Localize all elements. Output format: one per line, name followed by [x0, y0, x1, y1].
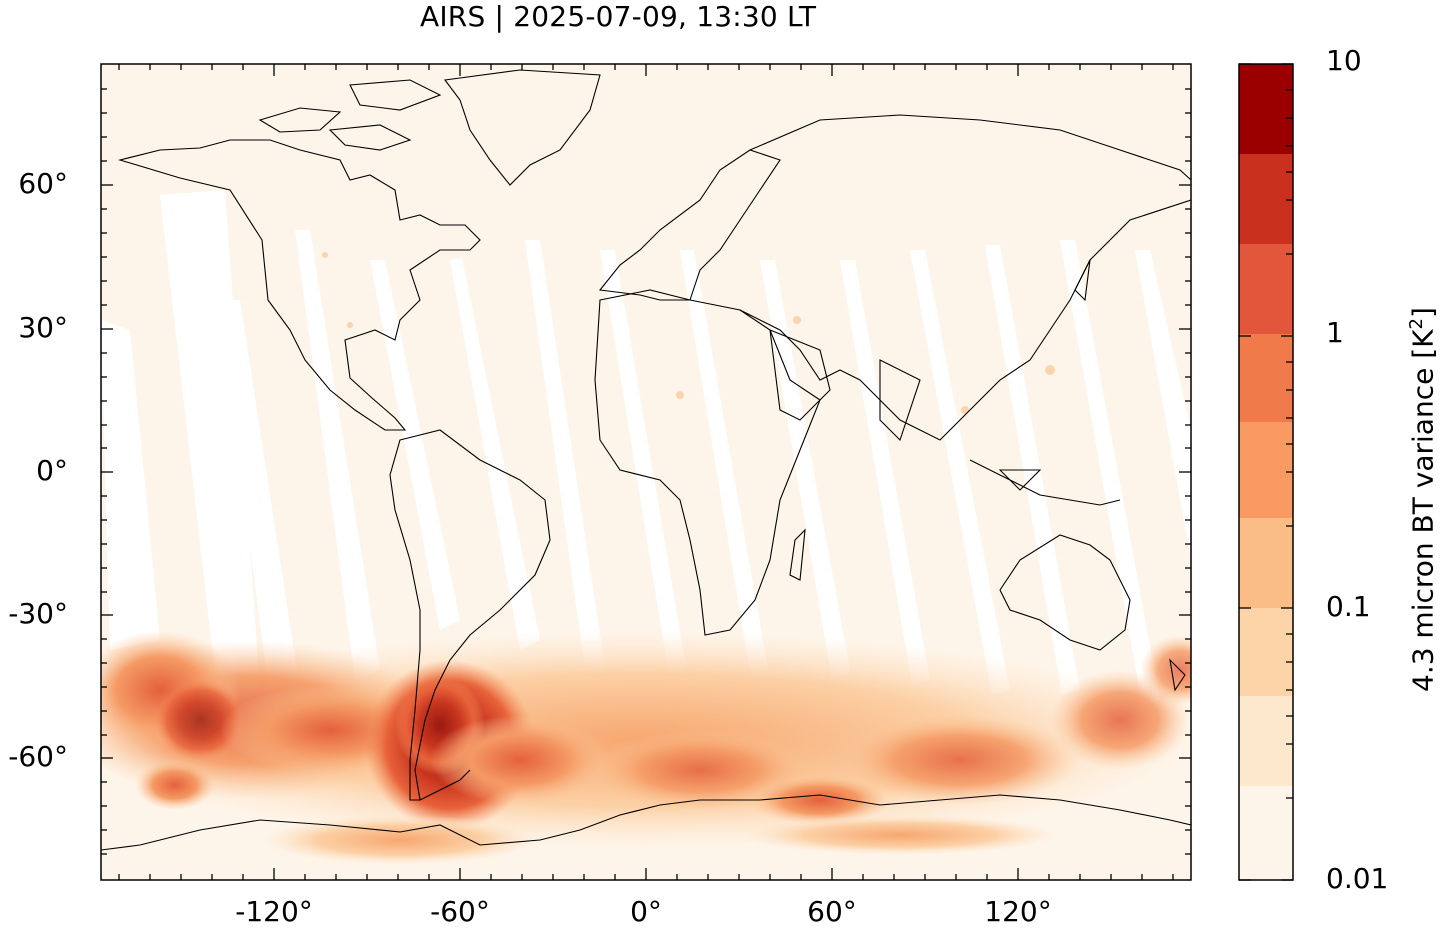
colorbar-title: 4.3 micron BT variance [K2] — [1406, 307, 1439, 692]
colorbar-band-3 — [1239, 696, 1293, 786]
lat-ticks — [101, 88, 1191, 855]
colorbar-band-9 — [1239, 154, 1293, 244]
lon-label-120E: 120° — [984, 895, 1052, 928]
lat-label-60S: -60° — [8, 740, 68, 773]
variance-field — [101, 64, 1191, 880]
lon-ticks — [118, 64, 1174, 880]
colorbar-band-4 — [1239, 608, 1293, 696]
figure-title: AIRS | 2025-07-09, 13:30 LT — [420, 0, 817, 33]
colorbar — [1238, 63, 1294, 881]
colorbar-band-5 — [1239, 518, 1293, 608]
lon-label-120W: -120° — [235, 895, 313, 928]
colorbar-title-sup: 2 — [1406, 318, 1427, 330]
lon-label-60W: -60° — [430, 895, 490, 928]
colorbar-title-prefix: 4.3 micron BT variance [K — [1406, 329, 1440, 693]
orbit-gaps — [101, 190, 1191, 760]
lon-label-0: 0° — [630, 895, 662, 928]
lat-label-0: 0° — [36, 454, 68, 487]
colorbar-band-2 — [1239, 786, 1293, 880]
colorbar-tick-1: 1 — [1326, 316, 1344, 349]
colorbar-tick-0-1: 0.1 — [1326, 590, 1371, 623]
tropical-specks — [322, 252, 1055, 414]
colorbar-band-10 — [1239, 64, 1293, 154]
colorbar-band-8 — [1239, 244, 1293, 334]
variance-blobs — [101, 630, 1191, 865]
lat-label-60N: 60° — [18, 167, 68, 200]
coastlines — [101, 69, 1191, 851]
lat-label-30S: -30° — [8, 597, 68, 630]
colorbar-band-7 — [1239, 334, 1293, 422]
colorbar-tick-10: 10 — [1326, 44, 1362, 77]
lon-label-60E: 60° — [807, 895, 857, 928]
colorbar-title-suffix: ] — [1406, 307, 1440, 319]
lat-label-30N: 30° — [18, 311, 68, 344]
colorbar-tick-0-01: 0.01 — [1326, 862, 1389, 895]
colorbar-band-6 — [1239, 422, 1293, 518]
